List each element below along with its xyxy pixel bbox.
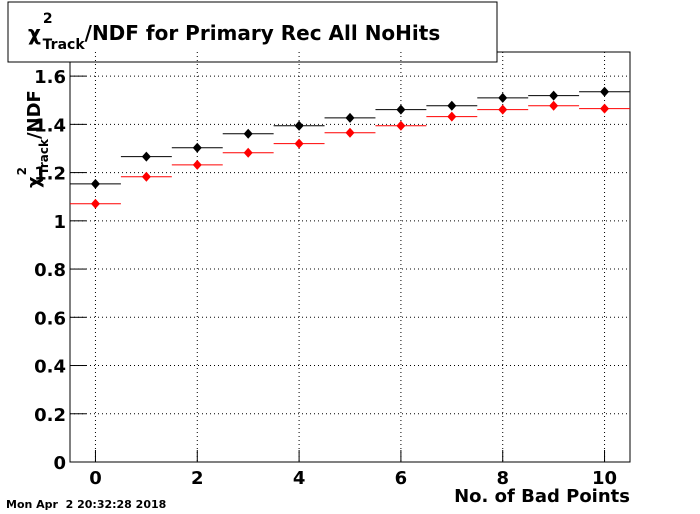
y-tick-label: 0 — [53, 453, 66, 474]
marker — [549, 100, 559, 111]
timestamp: Mon Apr 2 20:32:28 2018 — [6, 498, 166, 511]
marker — [294, 138, 304, 149]
y-tick-label: 0.8 — [34, 260, 66, 281]
y-tick-label: 1.4 — [34, 115, 66, 136]
y-label-rest: /NDF — [24, 90, 45, 139]
marker — [447, 111, 457, 122]
marker — [549, 90, 559, 101]
x-tick-label: 6 — [395, 468, 408, 489]
title-symbol: χ — [28, 21, 41, 45]
title-sup: 2 — [43, 11, 53, 27]
title-rest: /NDF for Primary Rec All NoHits — [85, 21, 441, 45]
marker — [90, 178, 100, 189]
marker — [141, 151, 151, 162]
x-tick-label: 10 — [592, 468, 617, 489]
marker — [294, 120, 304, 131]
marker — [243, 147, 253, 158]
marker — [600, 103, 610, 114]
marker — [396, 104, 406, 115]
y-label-symbol: χ — [24, 176, 45, 188]
marker — [600, 86, 610, 97]
marker — [141, 171, 151, 182]
y-tick-label: 1.6 — [34, 67, 66, 88]
x-axis-label: No. of Bad Points — [454, 486, 630, 507]
title-box — [7, 1, 498, 63]
y-label-sub: Track — [37, 138, 51, 175]
marker — [345, 112, 355, 123]
x-tick-label: 0 — [89, 468, 102, 489]
marker — [192, 142, 202, 153]
y-tick-label: 1 — [53, 212, 66, 233]
marker — [192, 159, 202, 170]
y-label-sup: 2 — [15, 167, 29, 175]
marker — [90, 198, 100, 209]
chart-title: χ2 Track/NDF for Primary Rec All NoHits — [28, 11, 440, 53]
x-tick-label: 8 — [496, 468, 509, 489]
y-tick-label: 0.4 — [34, 357, 66, 378]
marker — [498, 92, 508, 103]
marker — [447, 100, 457, 111]
x-tick-label: 2 — [191, 468, 204, 489]
y-tick-label: 0.2 — [34, 405, 66, 426]
y-axis-label: χ2 Track/NDF — [15, 90, 51, 188]
y-tick-label: 0.6 — [34, 308, 66, 329]
marker — [396, 120, 406, 131]
x-tick-label: 4 — [293, 468, 306, 489]
y-tick-label: 1.2 — [34, 164, 66, 185]
marker — [243, 128, 253, 139]
title-sub: Track — [43, 37, 86, 53]
marker — [345, 127, 355, 138]
marker — [498, 104, 508, 115]
